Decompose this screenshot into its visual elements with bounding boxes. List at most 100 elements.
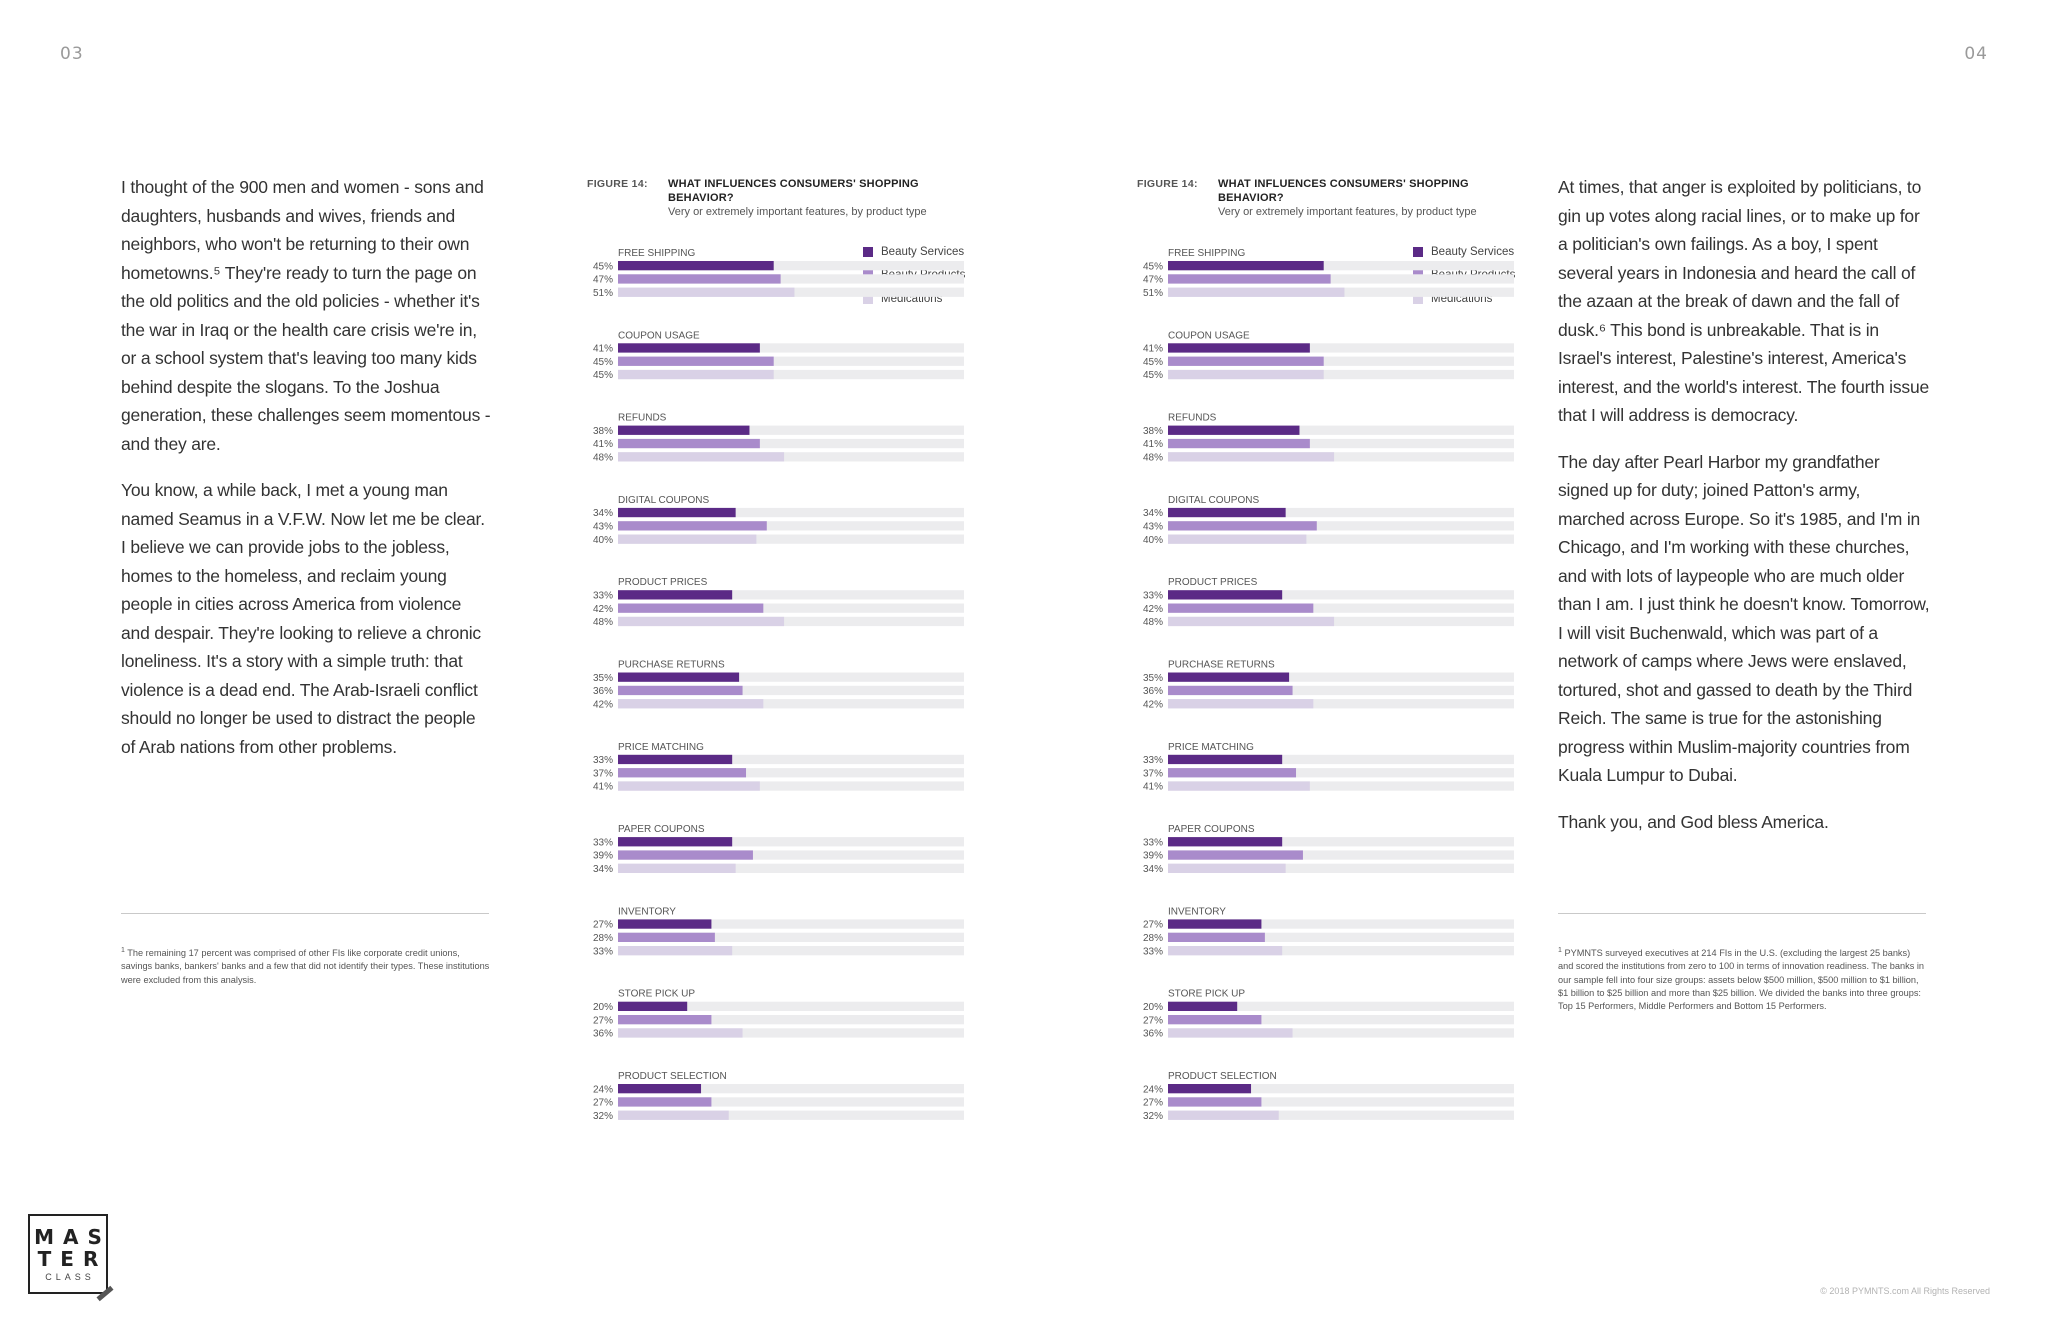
bar-track xyxy=(1168,521,1514,531)
bar xyxy=(618,1001,688,1011)
bar xyxy=(618,946,733,956)
bar-value-label: 27% xyxy=(1143,1015,1163,1026)
legend-swatch xyxy=(863,293,873,304)
copyright-notice: © 2018 PYMNTS.com All Rights Reserved xyxy=(1820,1286,1990,1296)
bar-track xyxy=(618,261,964,271)
bar-track xyxy=(618,863,964,873)
bar-value-label: 38% xyxy=(1143,426,1163,437)
bar-track xyxy=(1168,1097,1514,1107)
bar xyxy=(1168,452,1335,462)
bar-value-label: 35% xyxy=(1143,673,1163,684)
category-label: DIGITAL COUPONS xyxy=(1168,495,1259,506)
bar-value-label: 32% xyxy=(593,1111,613,1122)
bar-track xyxy=(1168,781,1514,791)
bar-track xyxy=(1168,1110,1514,1120)
bar-value-label: 36% xyxy=(1143,1029,1163,1040)
bar xyxy=(618,261,774,271)
bar xyxy=(1168,1084,1252,1094)
bar-track xyxy=(1168,534,1514,544)
bar-value-label: 42% xyxy=(1143,699,1163,710)
bar xyxy=(618,438,760,449)
bar-chart: FREE SHIPPING 45% 47% 51% COUPON USAGE 41% 45%… xyxy=(1143,248,1514,1122)
bar xyxy=(618,590,733,600)
bar-track xyxy=(1168,863,1514,873)
bar-track xyxy=(618,946,964,956)
figure-title: WHAT INFLUENCES CONSUMERS' SHOPPING BEHA… xyxy=(668,178,919,204)
bar xyxy=(1168,356,1324,366)
bar-value-label: 33% xyxy=(1143,946,1163,957)
bar xyxy=(1168,850,1303,860)
bar xyxy=(1168,932,1265,942)
bar-value-label: 33% xyxy=(1143,591,1163,602)
bar-track xyxy=(1168,768,1514,778)
bar xyxy=(618,837,733,847)
figure-subtitle: Very or extremely important features, by… xyxy=(668,206,927,218)
bar xyxy=(618,685,743,696)
right-paragraph-2: The day after Pearl Harbor my grandfathe… xyxy=(1558,451,1930,786)
bar-value-label: 41% xyxy=(593,782,613,793)
bar xyxy=(618,932,715,942)
category-label: PRODUCT SELECTION xyxy=(1168,1071,1277,1082)
bar-value-label: 42% xyxy=(593,604,613,615)
bar-value-label: 36% xyxy=(593,1029,613,1040)
bar-track xyxy=(1168,616,1514,627)
category-label: INVENTORY xyxy=(1168,906,1226,917)
legend-label: Beauty Services xyxy=(1431,245,1515,258)
bar xyxy=(618,369,774,380)
category-label: FREE SHIPPING xyxy=(1168,248,1245,259)
bar-track xyxy=(618,850,964,860)
bar-value-label: 33% xyxy=(593,591,613,602)
left-footnote-text: The remaining 17 percent was comprised o… xyxy=(121,948,490,985)
bar-value-label: 41% xyxy=(1143,782,1163,793)
bar-value-label: 47% xyxy=(1143,275,1163,286)
category-label: STORE PICK UP xyxy=(1168,989,1245,1000)
bar xyxy=(618,1097,712,1107)
bar xyxy=(1168,946,1283,956)
bar xyxy=(618,1015,712,1025)
left-footnote-mark: 1 xyxy=(121,947,125,954)
bar-value-label: 36% xyxy=(1143,686,1163,697)
bar xyxy=(1168,768,1297,778)
bar-track xyxy=(1168,590,1514,600)
bar-track xyxy=(1168,1084,1514,1094)
bar-value-label: 45% xyxy=(593,370,613,381)
bar xyxy=(618,534,757,544)
bar xyxy=(618,356,774,366)
left-paragraph-2: You know, a while back, I met a young ma… xyxy=(121,480,485,757)
right-text-column: At times, that anger is exploited by pol… xyxy=(1558,173,1930,854)
bar xyxy=(1168,534,1307,544)
bar-track xyxy=(1168,261,1514,271)
bar-track xyxy=(1168,1028,1514,1038)
bar xyxy=(618,781,760,791)
category-label: PRICE MATCHING xyxy=(1168,742,1254,753)
bar xyxy=(1168,781,1310,791)
bar-value-label: 34% xyxy=(1143,864,1163,875)
bar xyxy=(1168,507,1286,518)
category-label: REFUNDS xyxy=(618,413,667,424)
bar-value-label: 39% xyxy=(593,851,613,862)
legend-swatch xyxy=(1413,246,1423,257)
bar-track xyxy=(618,932,964,942)
bar xyxy=(618,754,733,765)
bar-value-label: 42% xyxy=(593,699,613,710)
bar-track xyxy=(1168,1015,1514,1025)
bar-track xyxy=(1168,343,1514,353)
bar-value-label: 33% xyxy=(1143,755,1163,766)
bar-track xyxy=(618,699,964,709)
bar xyxy=(618,768,747,778)
bar-value-label: 51% xyxy=(593,288,613,299)
legend-swatch xyxy=(863,246,873,257)
bar-value-label: 24% xyxy=(593,1084,613,1095)
category-label: COUPON USAGE xyxy=(618,330,700,341)
bar-value-label: 37% xyxy=(1143,768,1163,779)
bar xyxy=(1168,685,1293,696)
bar xyxy=(1168,425,1300,435)
bar-value-label: 45% xyxy=(1143,357,1163,368)
bar-value-label: 40% xyxy=(593,535,613,546)
bar-track xyxy=(618,1001,964,1011)
bar xyxy=(1168,438,1310,449)
bar-track xyxy=(618,274,964,284)
bar xyxy=(1168,1001,1238,1011)
bar-track xyxy=(618,1015,964,1025)
bar-value-label: 28% xyxy=(1143,933,1163,944)
